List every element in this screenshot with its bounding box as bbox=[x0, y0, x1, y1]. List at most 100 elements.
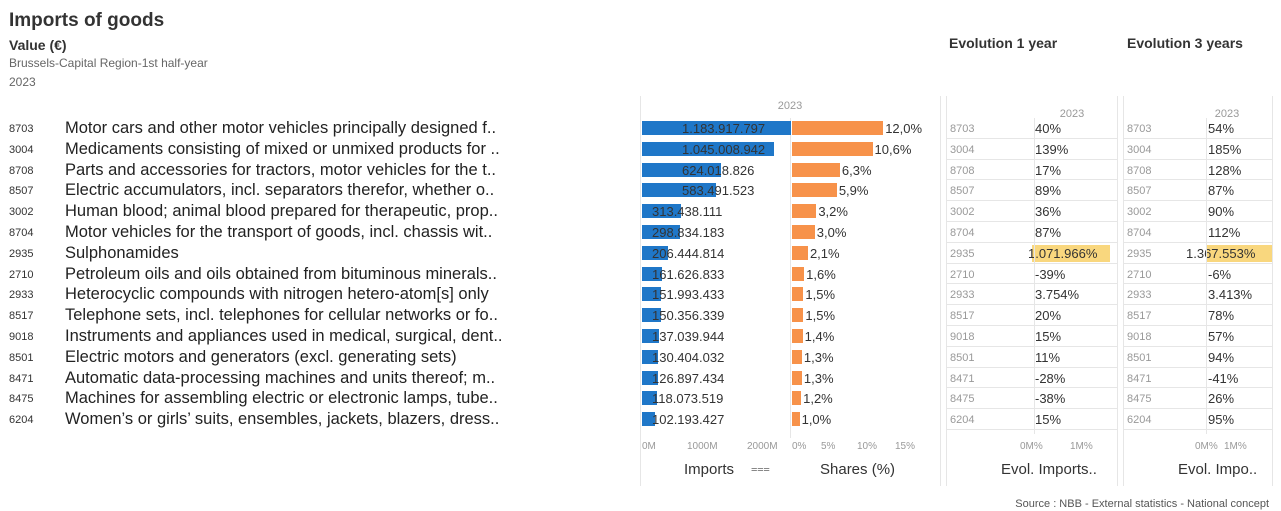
imports-bar[interactable] bbox=[642, 121, 792, 135]
product-code: 8501 bbox=[9, 351, 34, 364]
imports-bar[interactable] bbox=[642, 329, 660, 343]
shares-bar[interactable] bbox=[792, 308, 804, 323]
evol1-code: 3002 bbox=[950, 206, 975, 219]
imports-bar[interactable] bbox=[642, 391, 657, 406]
shares-value-label: 1,4% bbox=[804, 329, 835, 344]
evol3-row-divider bbox=[1124, 137, 1272, 139]
imports-value-label: 583.491.523 bbox=[682, 183, 755, 199]
evol1-value: -38% bbox=[1035, 391, 1066, 407]
shares-bar[interactable] bbox=[792, 391, 802, 406]
shares-bar[interactable] bbox=[792, 245, 808, 260]
table-row: 3002 Human blood; animal blood prepared f… bbox=[0, 201, 1281, 222]
evol1-row-divider bbox=[947, 408, 1117, 410]
shares-tick-1: 5% bbox=[821, 441, 836, 452]
shares-bar[interactable] bbox=[792, 141, 873, 156]
evol3-code: 8507 bbox=[1127, 185, 1152, 198]
shares-bar[interactable] bbox=[792, 329, 803, 343]
shares-bar[interactable] bbox=[792, 412, 800, 427]
evol1-row-divider bbox=[947, 137, 1117, 139]
imports-value-label: 1.045.008.942 bbox=[682, 141, 766, 157]
evol3-code: 8708 bbox=[1127, 164, 1152, 177]
imports-bar[interactable] bbox=[642, 204, 682, 219]
evol1-code: 3004 bbox=[950, 143, 975, 156]
table-row: 2933 Heterocyclic compounds with nitrogen… bbox=[0, 284, 1281, 306]
evol3-value: 78% bbox=[1208, 308, 1235, 324]
evol1-title: Evolution 1 year bbox=[949, 35, 1058, 51]
evol1-row-divider bbox=[947, 387, 1117, 389]
shares-bar[interactable] bbox=[792, 225, 815, 239]
chart-subtitle: Value (€) bbox=[9, 37, 67, 53]
imports-bar[interactable] bbox=[642, 308, 661, 323]
product-description: Medicaments consisting of mixed or unmix… bbox=[65, 139, 500, 158]
evol1-value: 15% bbox=[1035, 329, 1062, 344]
shares-bar[interactable] bbox=[792, 370, 802, 385]
shares-bar[interactable] bbox=[792, 121, 884, 135]
imports-bar[interactable] bbox=[642, 287, 662, 302]
shares-bar[interactable] bbox=[792, 287, 804, 302]
evol3-code: 8475 bbox=[1127, 393, 1152, 406]
shares-value-label: 1,0% bbox=[801, 412, 832, 428]
evol1-row-divider bbox=[947, 366, 1117, 368]
table-row: 8704 Motor vehicles for the transport of … bbox=[0, 222, 1281, 243]
imports-bar[interactable] bbox=[642, 162, 721, 177]
imports-bar[interactable] bbox=[642, 225, 680, 239]
imports-bar[interactable] bbox=[642, 183, 716, 198]
table-row: 9018 Instruments and appliances used in m… bbox=[0, 326, 1281, 347]
shares-tick-3: 15% bbox=[895, 441, 916, 452]
imports-bar[interactable] bbox=[642, 370, 658, 385]
filter-icon[interactable]: ⩶ bbox=[751, 463, 770, 475]
shares-bar[interactable] bbox=[792, 266, 805, 281]
imports-bar[interactable] bbox=[642, 141, 774, 156]
evol1-code: 2710 bbox=[950, 268, 975, 281]
imports-value-label: 118.073.519 bbox=[652, 391, 724, 407]
evol1-code: 6204 bbox=[950, 414, 975, 427]
product-description: Automatic data-processing machines and u… bbox=[65, 368, 496, 387]
evol3-row-divider bbox=[1124, 179, 1272, 181]
shares-bar[interactable] bbox=[792, 204, 817, 219]
evol3-code: 2933 bbox=[1127, 289, 1152, 302]
imports-year-label: 2023 bbox=[777, 100, 803, 112]
product-code: 8475 bbox=[9, 393, 34, 406]
shares-value-label: 5,9% bbox=[838, 183, 869, 199]
evol3-tick-0: 0M% bbox=[1195, 441, 1218, 452]
evol1-highlight-bar[interactable] bbox=[1032, 244, 1110, 262]
shares-bar[interactable] bbox=[792, 183, 837, 198]
evol1-value: 11% bbox=[1035, 349, 1061, 365]
evol1-code: 8471 bbox=[950, 372, 975, 385]
table-row: 8501 Electric motors and generators (excl… bbox=[0, 347, 1281, 368]
table-row: 2710 Petroleum oils and oils obtained fro… bbox=[0, 264, 1281, 285]
evol1-code: 2935 bbox=[950, 247, 975, 260]
evol3-row-divider bbox=[1124, 345, 1272, 347]
period-label: 2023 bbox=[9, 75, 36, 89]
product-description: Motor cars and other motor vehicles prin… bbox=[65, 119, 497, 137]
evol3-value: -6% bbox=[1208, 266, 1232, 282]
evol1-code: 8704 bbox=[950, 227, 975, 239]
evol3-code: 3004 bbox=[1127, 143, 1152, 156]
separator-evol1-left bbox=[946, 96, 947, 486]
region-label: Brussels-Capital Region-1st half-year bbox=[9, 56, 208, 70]
evol1-axis-label: Evol. Imports.. bbox=[1001, 461, 1097, 478]
table-row: 3004 Medicaments consisting of mixed or u… bbox=[0, 139, 1281, 160]
imports-bar[interactable] bbox=[642, 245, 668, 260]
evol3-year-label: 2023 bbox=[1214, 108, 1240, 120]
shares-bar[interactable] bbox=[792, 349, 802, 364]
imports-value-label: 102.193.427 bbox=[652, 412, 725, 428]
product-description: Parts and accessories for tractors, moto… bbox=[65, 160, 496, 179]
shares-bar[interactable] bbox=[792, 162, 840, 177]
product-code: 3002 bbox=[9, 206, 34, 219]
evol3-code: 2935 bbox=[1127, 247, 1152, 260]
product-code: 6204 bbox=[9, 414, 34, 427]
product-code: 8507 bbox=[9, 185, 34, 198]
evol3-row-divider bbox=[1124, 387, 1272, 389]
evol3-highlight-bar[interactable] bbox=[1206, 244, 1272, 262]
imports-bar[interactable] bbox=[642, 349, 659, 364]
product-description: Machines for assembling electric or elec… bbox=[65, 389, 498, 408]
product-code: 2710 bbox=[9, 268, 34, 281]
evol1-value: 1.071.966% bbox=[1028, 245, 1098, 261]
imports-bar[interactable] bbox=[642, 266, 663, 281]
table-row: 8475 Machines for assembling electric or … bbox=[0, 388, 1281, 410]
imports-value-label: 206.444.814 bbox=[652, 245, 725, 261]
imports-bar[interactable] bbox=[642, 412, 655, 427]
evol1-zero-line bbox=[1034, 118, 1035, 434]
evol1-year-label: 2023 bbox=[1059, 108, 1085, 120]
